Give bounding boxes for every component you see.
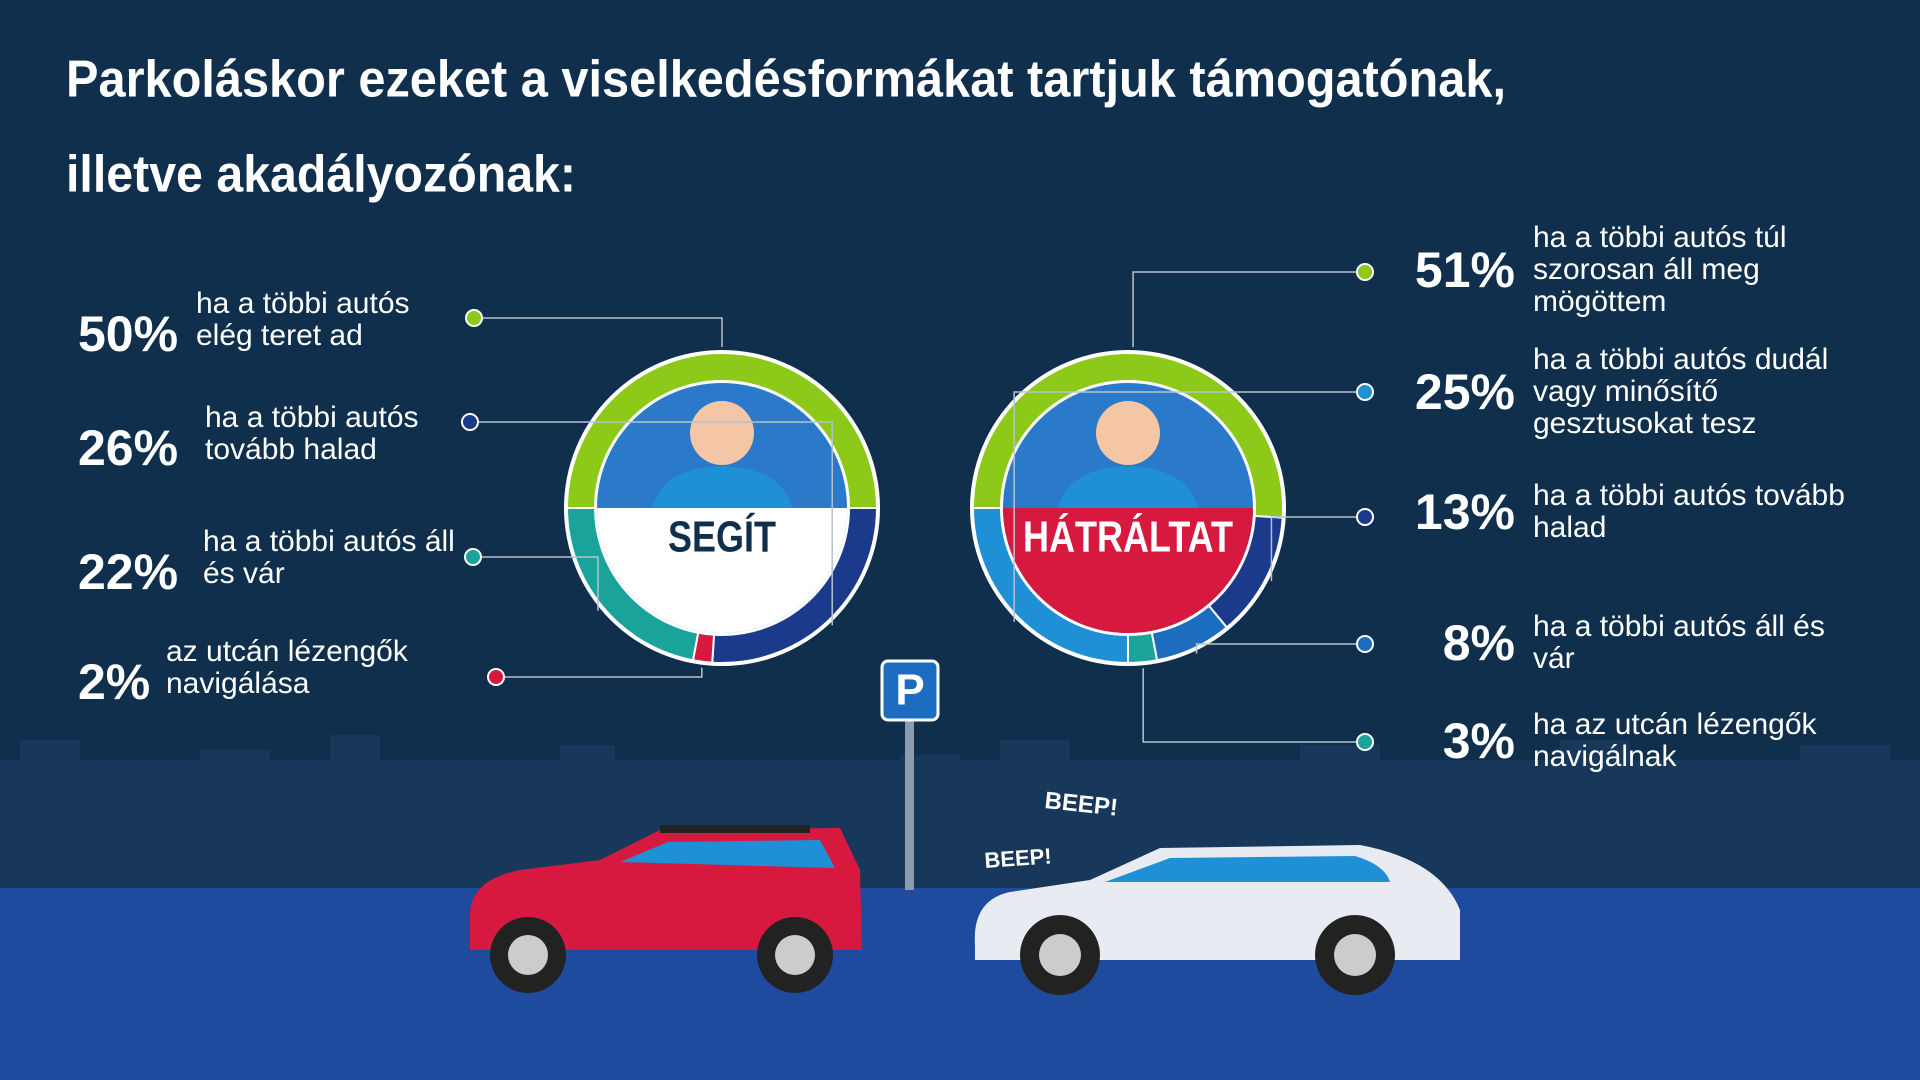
- category-label: ha a többi autós áll és vár: [203, 525, 455, 590]
- value-label: 2%: [78, 654, 151, 710]
- label-band: [1003, 508, 1253, 633]
- person-body: [1058, 466, 1198, 508]
- white-car: [974, 845, 1460, 995]
- value-label: 3%: [1442, 713, 1515, 769]
- connector: [470, 421, 833, 626]
- category-label: ha a többi autós túl szorosan áll meg mö…: [1533, 221, 1787, 318]
- red-car: [470, 825, 862, 993]
- donut-label: HÁTRÁLTAT: [1023, 512, 1233, 562]
- value-label: 8%: [1442, 615, 1515, 671]
- legend-dot: [1356, 733, 1374, 751]
- legend-dot: [1356, 383, 1374, 401]
- legend-dot: [487, 668, 505, 686]
- donut-segment: [565, 507, 700, 662]
- value-label: 26%: [78, 420, 179, 476]
- category-label: ha a többi autós elég teret ad: [196, 287, 410, 352]
- category-label: ha a többi autós tovább halad: [205, 401, 419, 466]
- donut-segment: [1127, 631, 1159, 665]
- person-head: [690, 401, 754, 465]
- value-label: 50%: [78, 306, 179, 362]
- person-body: [652, 466, 792, 508]
- donut-segment: [971, 507, 1129, 665]
- sign-letter: P: [895, 666, 924, 715]
- connector: [496, 667, 703, 678]
- title-line: illetve akadályozónak:: [66, 146, 576, 204]
- connector: [1270, 516, 1365, 582]
- category-label: ha az utcán lézengők navigálnak: [1533, 708, 1817, 773]
- connector: [1142, 668, 1365, 743]
- value-label: 13%: [1414, 484, 1515, 540]
- legend-dot: [1356, 508, 1374, 526]
- category-label: ha a többi autós tovább halad: [1533, 479, 1845, 544]
- value-label: 22%: [78, 544, 179, 600]
- label-band: [597, 508, 847, 633]
- legend-dot: [461, 413, 479, 431]
- value-label: 51%: [1414, 242, 1515, 298]
- person-head: [1096, 401, 1160, 465]
- parking-sign: P: [880, 659, 940, 890]
- legend-dot: [1356, 635, 1374, 653]
- connector: [1013, 391, 1365, 622]
- donut-label: SEGÍT: [668, 512, 776, 562]
- beep: BEEP!: [984, 843, 1053, 873]
- connector: [474, 317, 723, 347]
- title-line: Parkoláskor ezeket a viselkedésformákat …: [66, 51, 1506, 109]
- category-label: ha a többi autós áll és vár: [1533, 610, 1825, 675]
- legend-dot: [1356, 263, 1374, 281]
- legend-dot: [465, 309, 483, 327]
- connector: [1195, 643, 1365, 654]
- connector: [1132, 271, 1365, 348]
- category-label: az utcán lézengők navigálása: [166, 635, 408, 700]
- value-label: 25%: [1414, 364, 1515, 420]
- connector: [473, 556, 599, 611]
- skyline: [0, 735, 1920, 890]
- road: [0, 888, 1920, 1080]
- category-label: ha a többi autós dudál vagy minősítő ges…: [1533, 343, 1829, 440]
- legend-dot: [464, 548, 482, 566]
